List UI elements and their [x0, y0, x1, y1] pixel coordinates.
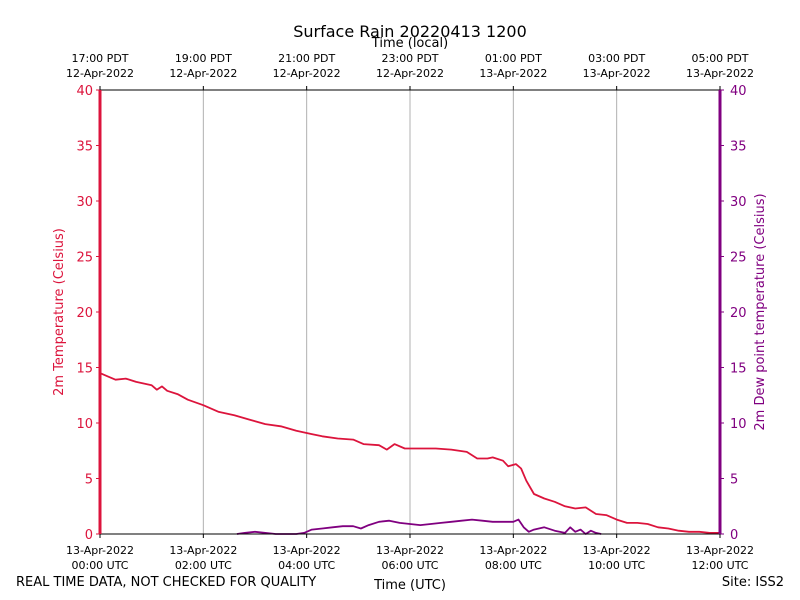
top-axis-label: Time (local): [371, 36, 448, 51]
left-tick-label-0: 0: [85, 528, 93, 543]
bottom-tick-date-1: 13-Apr-2022: [169, 544, 237, 557]
top-tick-date-4: 13-Apr-2022: [479, 67, 547, 80]
left-tick-label-20: 20: [76, 306, 93, 321]
top-tick-date-2: 12-Apr-2022: [273, 67, 341, 80]
right-tick-label-20: 20: [730, 306, 747, 321]
bottom-tick-date-6: 13-Apr-2022: [686, 544, 754, 557]
top-tick-time-0: 17:00 PDT: [71, 52, 128, 65]
x-axis-label: Time (UTC): [373, 578, 446, 593]
right-tick-label-35: 35: [730, 140, 747, 155]
top-tick-date-0: 12-Apr-2022: [66, 67, 134, 80]
right-tick-label-0: 0: [730, 528, 738, 543]
top-tick-date-1: 12-Apr-2022: [169, 67, 237, 80]
bottom-tick-time-4: 08:00 UTC: [485, 559, 542, 572]
bottom-tick-date-0: 13-Apr-2022: [66, 544, 134, 557]
grid-layer: [202, 90, 618, 534]
bottom-tick-time-1: 02:00 UTC: [175, 559, 232, 572]
chart-title: Surface Rain 20220413 1200: [293, 22, 527, 41]
left-tick-label-30: 30: [76, 195, 93, 210]
top-tick-time-2: 21:00 PDT: [278, 52, 335, 65]
right-tick-label-40: 40: [730, 84, 747, 99]
right-tick-label-25: 25: [730, 251, 747, 266]
right-tick-label-30: 30: [730, 195, 747, 210]
top-tick-time-4: 01:00 PDT: [485, 52, 542, 65]
bottom-tick-date-3: 13-Apr-2022: [376, 544, 444, 557]
right-tick-label-5: 5: [730, 473, 738, 488]
left-tick-label-5: 5: [85, 473, 93, 488]
top-tick-date-6: 13-Apr-2022: [686, 67, 754, 80]
top-tick-date-5: 13-Apr-2022: [583, 67, 651, 80]
left-tick-label-40: 40: [76, 84, 93, 99]
y-axis-label-left: 2m Temperature (Celsius): [52, 228, 67, 396]
series-layer: [99, 372, 720, 535]
bottom-tick-time-5: 10:00 UTC: [588, 559, 645, 572]
top-tick-time-1: 19:00 PDT: [175, 52, 232, 65]
right-tick-label-15: 15: [730, 362, 747, 377]
axis-layer: 0 0 5 5 10 10 15 15 20 20 25 25 30 30 35 35 40 40 13-Apr-2…: [66, 52, 754, 572]
bottom-tick-time-0: 00:00 UTC: [71, 559, 128, 572]
series-line-temperature: [99, 372, 720, 534]
bottom-tick-date-5: 13-Apr-2022: [583, 544, 651, 557]
series-line-dewpoint: [236, 518, 602, 535]
bottom-tick-date-2: 13-Apr-2022: [273, 544, 341, 557]
bottom-tick-time-2: 04:00 UTC: [278, 559, 335, 572]
bottom-tick-date-4: 13-Apr-2022: [479, 544, 547, 557]
top-tick-time-3: 23:00 PDT: [381, 52, 438, 65]
site-label: Site: ISS2: [721, 575, 784, 590]
left-tick-label-10: 10: [76, 417, 93, 432]
right-tick-label-10: 10: [730, 417, 747, 432]
top-tick-time-5: 03:00 PDT: [588, 52, 645, 65]
bottom-tick-time-6: 12:00 UTC: [691, 559, 748, 572]
bottom-tick-time-3: 06:00 UTC: [381, 559, 438, 572]
left-tick-label-15: 15: [76, 362, 93, 377]
top-tick-date-3: 12-Apr-2022: [376, 67, 444, 80]
y-axis-label-right: 2m Dew point temperature (Celsius): [753, 193, 768, 430]
top-tick-time-6: 05:00 PDT: [691, 52, 748, 65]
left-tick-label-35: 35: [76, 140, 93, 155]
quality-note: REAL TIME DATA, NOT CHECKED FOR QUALITY: [16, 575, 317, 590]
left-tick-label-25: 25: [76, 251, 93, 266]
